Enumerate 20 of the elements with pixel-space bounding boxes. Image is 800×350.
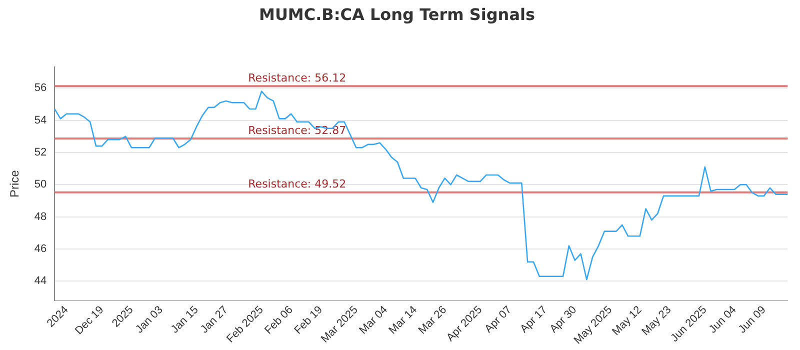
ref-line-label: Resistance: 49.52 — [248, 178, 346, 191]
y-tick-label: 44 — [34, 275, 47, 288]
y-tick-label: 56 — [34, 82, 47, 94]
y-tick-label: 52 — [34, 146, 47, 159]
chart-title: MUMC.B:CA Long Term Signals — [259, 4, 535, 24]
y-tick-label: 46 — [34, 243, 47, 256]
x-tick-label: Jun 09 — [736, 304, 768, 336]
x-tick-label: Apr 07 — [482, 304, 514, 336]
x-tick-label: Jan 15 — [168, 304, 201, 336]
y-tick-label: 54 — [34, 114, 47, 126]
x-tick-label: Apr 17 — [518, 304, 550, 336]
x-tick-label: Dec 19 — [73, 304, 106, 338]
x-tick-label: Jun 04 — [706, 304, 739, 336]
y-tick-label: 50 — [34, 178, 47, 191]
y-axis-title: Price — [8, 170, 22, 198]
x-tick-label: Mar 04 — [357, 304, 390, 337]
x-tick-label: Jan 03 — [133, 304, 166, 336]
y-tick-label: 48 — [34, 210, 47, 223]
x-tick-label: Apr 30 — [548, 304, 580, 336]
ref-line-label: Resistance: 56.12 — [248, 72, 346, 85]
